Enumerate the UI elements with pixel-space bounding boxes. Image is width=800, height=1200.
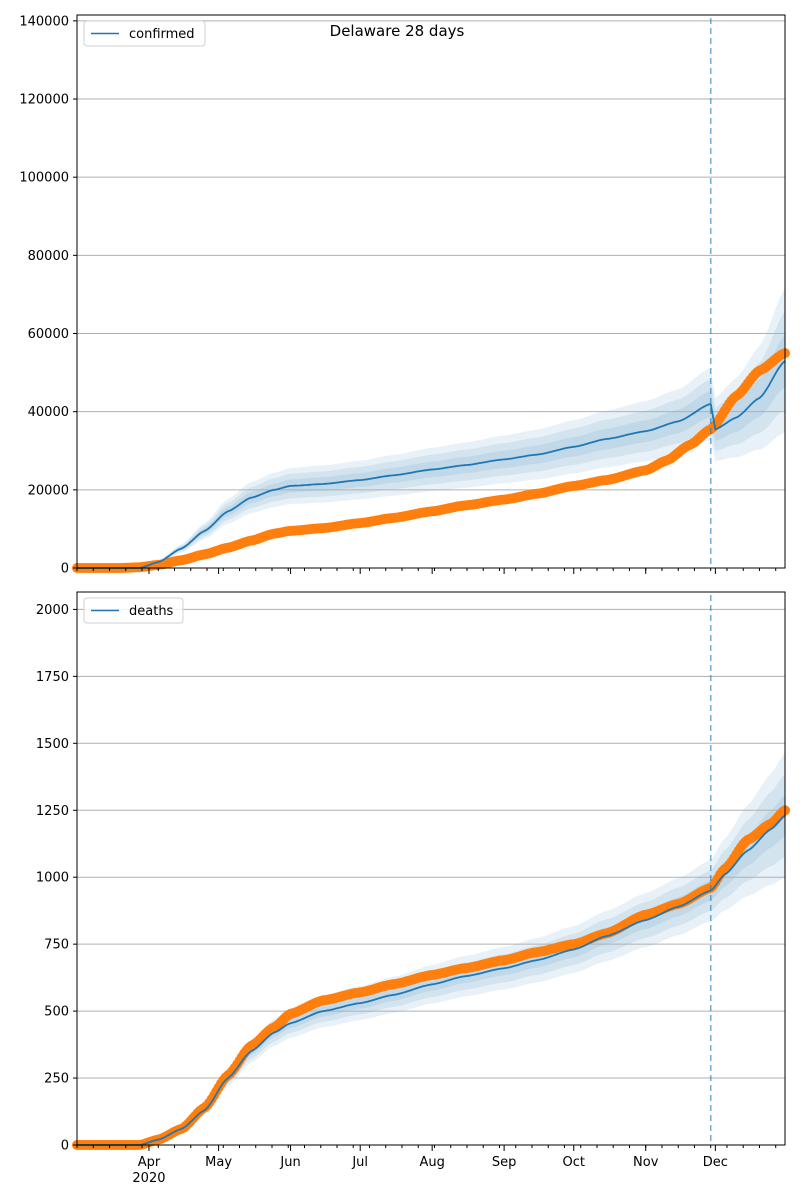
model-line	[77, 889, 711, 1146]
uncertainty-band	[77, 390, 711, 568]
y-tick-label: 60000	[28, 327, 69, 342]
figure-title: Delaware 28 days	[330, 22, 465, 40]
y-tick-label: 750	[44, 938, 69, 953]
y-tick-label: 1250	[36, 804, 69, 819]
deaths-legend: deaths	[83, 597, 184, 624]
x-tick-label: Aug	[419, 1155, 444, 1170]
confirmed-legend: confirmed	[83, 20, 206, 47]
model-line	[709, 360, 786, 431]
confirmed-panel: 020000400006000080000100000120000140000 …	[19, 14, 790, 577]
deaths-y-gridlines	[77, 608, 785, 1146]
deaths-axes: 0 250 500 750 1000 1250 1500 1750 2000 Apr May Jun J…	[36, 591, 786, 1186]
y-tick-label: 500	[44, 1005, 69, 1020]
confirmed-model-line	[77, 360, 786, 569]
uncertainty-band	[710, 288, 785, 461]
x-tick-label: Dec	[703, 1155, 728, 1170]
legend-frame	[83, 20, 206, 47]
y-tick-label: 2000	[36, 603, 69, 618]
deaths-model-line	[77, 814, 786, 1146]
x-tick-label: Jun	[279, 1155, 300, 1170]
x-tick-label: Oct	[563, 1155, 585, 1170]
y-tick-label: 140000	[19, 14, 69, 29]
deaths-panel: 0 250 500 750 1000 1250 1500 1750 2000 Apr May Jun J…	[36, 591, 790, 1186]
y-tick-label: 120000	[19, 93, 69, 108]
y-tick-label: 250	[44, 1072, 69, 1087]
legend-label-deaths: deaths	[129, 604, 174, 619]
y-tick-label: 0	[61, 1139, 69, 1154]
x-tick-year-label: 2020	[132, 1171, 165, 1186]
axes-frame	[76, 14, 786, 569]
deaths-uncertainty-bands	[77, 753, 785, 1145]
x-tick-label: Jul	[351, 1155, 368, 1170]
confirmed-axes: 0 20000 40000 60000 80000 100000 120000 140000	[19, 14, 786, 577]
y-tick-label: 20000	[28, 483, 69, 498]
model-line	[77, 403, 711, 569]
y-tick-label: 80000	[28, 249, 69, 264]
y-tick-label: 0	[61, 562, 69, 577]
uncertainty-band	[710, 334, 785, 441]
confirmed-observed-points	[72, 348, 790, 573]
y-tick-label: 1000	[36, 871, 69, 886]
x-tick-label: Sep	[492, 1155, 517, 1170]
legend-frame	[83, 597, 184, 624]
uncertainty-band	[77, 870, 711, 1145]
uncertainty-band	[77, 379, 711, 568]
axes-frame	[76, 591, 786, 1146]
x-tick-label: Nov	[633, 1155, 659, 1170]
deaths-observed-points	[72, 805, 790, 1150]
confirmed-uncertainty-bands	[77, 288, 785, 568]
y-tick-label: 100000	[19, 171, 69, 186]
legend-label-confirmed: confirmed	[129, 27, 195, 42]
uncertainty-band	[77, 367, 711, 568]
model-line	[710, 814, 786, 892]
y-tick-label: 1500	[36, 737, 69, 752]
x-tick-label: Apr	[138, 1155, 161, 1170]
y-tick-label: 40000	[28, 405, 69, 420]
x-tick-label: May	[205, 1155, 232, 1170]
y-tick-label: 1750	[36, 670, 69, 685]
